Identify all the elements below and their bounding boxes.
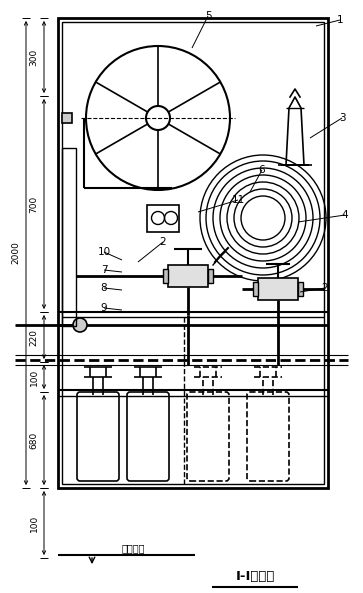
Text: 300: 300 [29, 49, 38, 66]
Text: 2: 2 [160, 237, 166, 247]
Circle shape [146, 106, 170, 130]
Text: 11: 11 [231, 195, 245, 205]
Bar [168, 265, 208, 287]
Bar [258, 278, 298, 300]
Bar [298, 282, 303, 296]
Text: I-I剖面图: I-I剖面图 [235, 570, 275, 584]
Text: 5: 5 [205, 11, 211, 21]
Text: 1: 1 [337, 15, 343, 25]
Bar [147, 205, 179, 232]
Text: 100: 100 [29, 368, 38, 385]
Text: 100: 100 [29, 514, 38, 532]
Text: 9: 9 [101, 303, 107, 313]
Text: 10: 10 [97, 247, 111, 257]
Text: 8: 8 [101, 283, 107, 293]
Circle shape [86, 46, 230, 190]
Text: 3: 3 [339, 113, 345, 123]
Bar [208, 269, 213, 283]
Text: 4: 4 [342, 210, 348, 220]
Bar [62, 22, 324, 484]
Text: 2: 2 [322, 283, 328, 293]
Text: 220: 220 [29, 329, 38, 346]
Text: 700: 700 [29, 195, 38, 213]
Bar [58, 18, 328, 488]
Text: 7: 7 [101, 265, 107, 275]
Bar [62, 113, 72, 123]
Text: 6: 6 [259, 165, 265, 175]
Bar [253, 282, 258, 296]
Text: 2000: 2000 [12, 241, 20, 264]
Text: 680: 680 [29, 431, 38, 449]
Text: 室内地面: 室内地面 [121, 543, 145, 553]
Bar [163, 269, 168, 283]
Circle shape [73, 318, 87, 332]
Bar [62, 148, 76, 326]
